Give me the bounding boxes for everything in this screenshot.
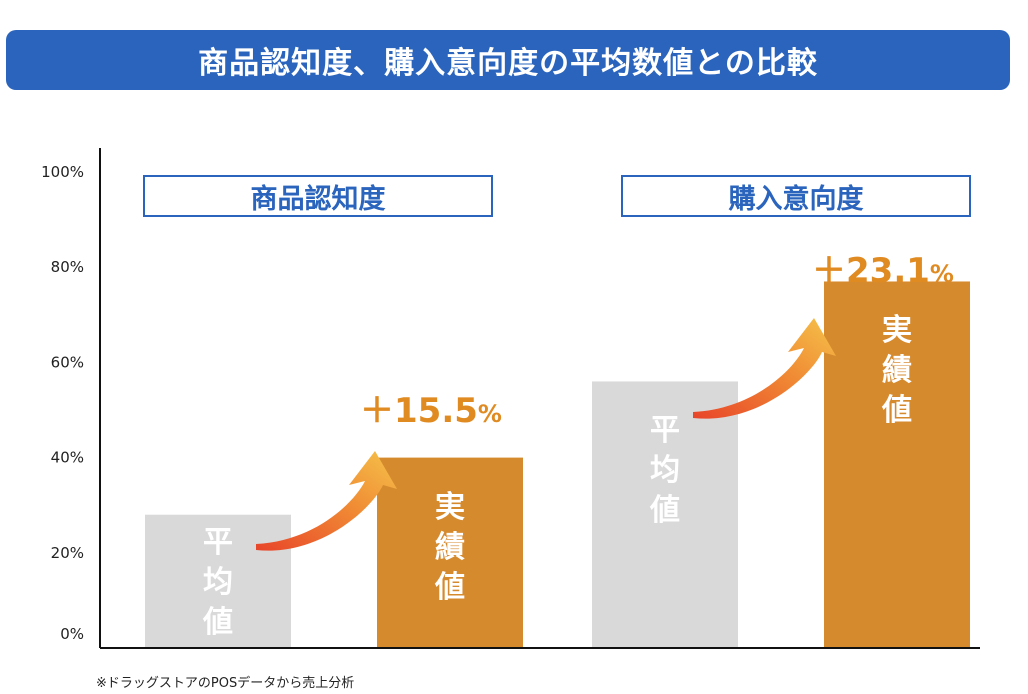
y-tick-label: 100% <box>41 163 84 181</box>
bar-label-average-recognition: 平均値 <box>203 524 233 640</box>
growth-arrow-recognition <box>256 451 397 551</box>
y-tick-label: 80% <box>51 258 84 276</box>
y-tick-label: 20% <box>51 544 84 562</box>
group-label-purchase-intent: 購入意向度 <box>621 175 971 217</box>
y-tick-label: 40% <box>51 449 84 467</box>
bar-label-actual-recognition: 実績値 <box>435 489 465 605</box>
bar-average-purchase <box>592 381 738 648</box>
bar-actual-recognition <box>377 457 523 648</box>
increase-label-recognition: ＋15.5% <box>360 391 502 431</box>
group-label-recognition: 商品認知度 <box>143 175 493 217</box>
bar-actual-purchase <box>824 281 970 648</box>
title-banner: 商品認知度、購入意向度の平均数値との比較 <box>6 30 1010 90</box>
bar-label-average-purchase: 平均値 <box>650 413 680 529</box>
chart-title: 商品認知度、購入意向度の平均数値との比較 <box>198 46 818 81</box>
y-tick-label: 0% <box>60 625 84 643</box>
increase-label-purchase: ＋23.1% <box>812 251 954 291</box>
bar-average-recognition <box>145 514 291 648</box>
growth-arrow-purchase <box>693 318 836 419</box>
y-tick-label: 60% <box>51 353 84 371</box>
bar-label-actual-purchase: 実績値 <box>882 313 912 429</box>
footnote: ※ドラッグストアのPOSデータから売上分析 <box>96 676 355 691</box>
